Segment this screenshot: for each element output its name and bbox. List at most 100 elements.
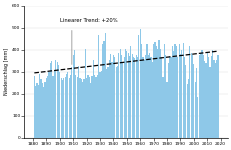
Bar — [204, 63, 206, 138]
Bar — [131, 54, 132, 138]
Bar — [215, 60, 216, 138]
Bar — [163, 44, 164, 138]
Bar — [127, 53, 128, 138]
Bar — [50, 63, 51, 138]
Bar — [144, 55, 146, 138]
Bar — [126, 51, 127, 138]
Bar — [76, 77, 77, 138]
Bar — [139, 29, 140, 138]
Bar — [56, 62, 58, 138]
Bar — [196, 97, 198, 138]
Bar — [118, 53, 119, 138]
Bar — [199, 53, 200, 138]
Bar — [210, 56, 211, 138]
Bar — [112, 55, 113, 138]
Bar — [119, 49, 120, 138]
Bar — [135, 55, 136, 138]
Bar — [192, 64, 194, 138]
Bar — [207, 57, 208, 138]
Bar — [107, 67, 108, 138]
Bar — [167, 63, 168, 138]
Bar — [194, 82, 195, 138]
Bar — [168, 56, 170, 138]
Bar — [147, 55, 148, 138]
Bar — [98, 35, 99, 138]
Bar — [211, 50, 212, 138]
Bar — [208, 67, 210, 138]
Bar — [155, 46, 156, 138]
Bar — [75, 75, 76, 138]
Bar — [176, 57, 178, 138]
Bar — [67, 72, 68, 138]
Bar — [120, 55, 122, 138]
Bar — [179, 54, 180, 138]
Bar — [174, 44, 175, 138]
Bar — [64, 77, 65, 138]
Bar — [102, 44, 103, 138]
Bar — [198, 55, 199, 138]
Y-axis label: Niederschlag [mm]: Niederschlag [mm] — [4, 48, 9, 95]
Bar — [184, 65, 186, 138]
Bar — [33, 76, 35, 138]
Bar — [116, 66, 118, 138]
Bar — [42, 83, 43, 138]
Bar — [213, 60, 214, 138]
Bar — [58, 65, 59, 138]
Bar — [136, 57, 138, 138]
Bar — [138, 35, 139, 138]
Bar — [142, 57, 143, 138]
Bar — [152, 44, 154, 138]
Bar — [104, 33, 106, 138]
Text: Linearer Trend: +20%: Linearer Trend: +20% — [60, 18, 117, 23]
Bar — [143, 60, 144, 138]
Bar — [52, 76, 53, 138]
Bar — [78, 66, 79, 138]
Bar — [39, 74, 40, 138]
Bar — [35, 86, 36, 138]
Bar — [47, 76, 48, 138]
Bar — [178, 44, 179, 138]
Bar — [166, 82, 167, 138]
Bar — [175, 46, 176, 138]
Bar — [150, 57, 151, 138]
Bar — [96, 75, 97, 138]
Bar — [90, 83, 91, 138]
Bar — [162, 77, 163, 138]
Bar — [206, 53, 207, 138]
Bar — [172, 51, 174, 138]
Bar — [111, 62, 112, 138]
Bar — [103, 41, 104, 138]
Bar — [216, 55, 218, 138]
Bar — [55, 60, 56, 138]
Bar — [79, 78, 80, 138]
Bar — [156, 49, 158, 138]
Bar — [132, 57, 134, 138]
Bar — [84, 49, 85, 138]
Bar — [146, 44, 147, 138]
Bar — [123, 57, 124, 138]
Bar — [66, 74, 67, 138]
Bar — [72, 55, 73, 138]
Bar — [202, 55, 203, 138]
Bar — [92, 60, 94, 138]
Bar — [190, 53, 191, 138]
Bar — [201, 50, 202, 138]
Bar — [86, 78, 87, 138]
Bar — [154, 42, 155, 138]
Bar — [188, 46, 190, 138]
Bar — [48, 72, 49, 138]
Bar — [60, 78, 61, 138]
Bar — [148, 53, 150, 138]
Bar — [140, 44, 142, 138]
Bar — [128, 56, 130, 138]
Bar — [182, 43, 183, 138]
Bar — [94, 75, 95, 138]
Bar — [214, 63, 215, 138]
Bar — [203, 61, 204, 138]
Bar — [44, 82, 46, 138]
Bar — [134, 58, 135, 138]
Bar — [106, 69, 107, 138]
Bar — [195, 68, 196, 138]
Bar — [99, 72, 100, 138]
Bar — [114, 57, 115, 138]
